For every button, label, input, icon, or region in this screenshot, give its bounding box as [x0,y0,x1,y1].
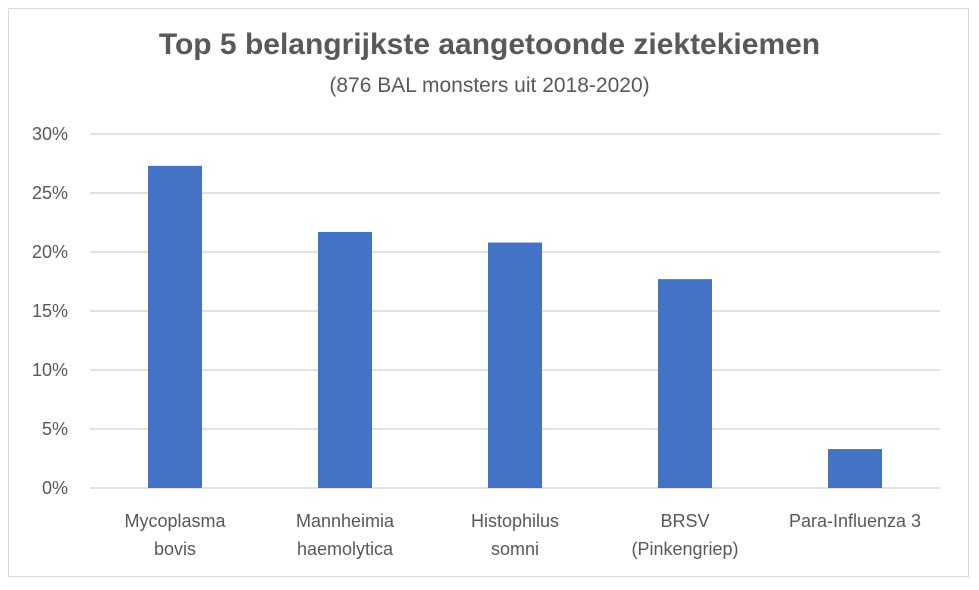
y-tick-label: 10% [32,360,68,380]
x-category-label: Para-Influenza 3 [789,511,921,531]
chart-title: Top 5 belangrijkste aangetoonde ziekteki… [158,28,821,61]
x-category-label: Mannheimia [296,511,395,531]
x-category-label: Histophilus [471,511,559,531]
x-category-label: BRSV [660,511,709,531]
chart-frame [8,8,969,577]
bar [658,279,712,488]
y-tick-label: 25% [32,183,68,203]
bar [488,242,542,488]
y-tick-label: 5% [42,419,68,439]
x-category-label: haemolytica [297,539,394,559]
x-category-label: somni [491,539,539,559]
bar [148,165,202,489]
x-category-label: bovis [154,539,196,559]
x-category-label: Mycoplasma [124,511,226,531]
y-tick-label: 30% [32,124,68,144]
bar [828,449,882,488]
y-tick-label: 0% [42,478,68,498]
chart-subtitle: (876 BAL monsters uit 2018-2020) [329,74,650,97]
x-category-label: (Pinkengriep) [631,539,738,559]
y-tick-label: 15% [32,301,68,321]
bar [318,231,372,488]
y-tick-label: 20% [32,242,68,262]
